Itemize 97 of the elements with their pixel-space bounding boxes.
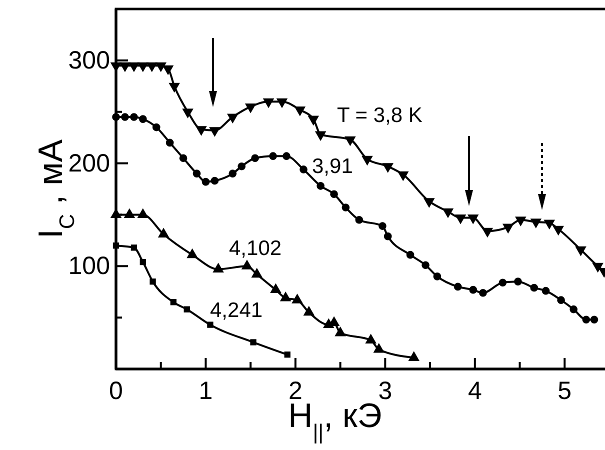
point [590,316,598,324]
x-tick-label: 0 [109,376,123,405]
point [227,114,238,124]
point [152,123,160,132]
point [192,170,201,178]
point [515,216,526,226]
x-tick-label: 3 [378,376,392,405]
point [467,214,479,224]
point [433,272,442,280]
point [179,154,188,162]
point [128,62,140,72]
point [294,106,306,116]
point [384,232,392,240]
point [530,284,538,292]
point [121,113,129,121]
point [184,306,190,312]
point [308,116,320,126]
point [251,154,259,162]
point [424,198,435,208]
point [262,98,274,108]
point [378,222,386,230]
point [373,342,385,353]
x-tick-label: 2 [288,376,302,405]
point [365,334,376,344]
point [146,62,158,72]
y-tick-label: 300 [68,46,110,74]
point [244,103,256,114]
point [209,127,220,137]
point [130,113,138,121]
point [482,228,494,238]
point [406,250,414,259]
point [207,322,214,328]
point [316,182,324,190]
point [170,299,177,306]
point [479,288,487,297]
series-label: 3,91 [312,155,353,178]
point [454,214,466,224]
point [544,220,556,230]
point [137,62,149,72]
point [139,115,147,123]
point [530,218,542,228]
point [334,326,346,336]
point [119,62,131,72]
point [422,261,430,270]
point [582,316,590,324]
point [342,204,350,212]
point [238,162,246,170]
y-tick-label: 100 [68,252,110,280]
point [362,156,373,166]
point [250,339,256,346]
x-tick-label: 4 [468,376,482,405]
point [292,294,303,304]
point [210,176,219,185]
point [140,258,146,266]
point [280,292,292,302]
point [166,138,174,147]
point [552,226,564,236]
point [382,163,394,173]
point [112,113,120,121]
point [228,170,237,178]
point [155,62,166,72]
point [284,352,290,358]
x-tick-label: 5 [558,376,572,405]
point [300,166,308,174]
point [314,131,326,141]
point [344,136,356,146]
point [502,224,514,234]
point [269,152,277,160]
point [454,282,462,291]
point [408,351,420,361]
point [303,306,315,316]
point [168,82,180,93]
point [469,286,478,294]
point [442,208,454,218]
series-label: T = 3,8 K [337,104,422,127]
point [514,278,522,286]
point [355,216,364,224]
point [330,190,338,198]
point [498,278,507,286]
point [282,152,290,160]
point [162,65,174,76]
series-label: 4,241 [210,299,263,322]
point [557,296,565,304]
point [182,108,194,118]
point [542,286,550,295]
point [397,171,409,182]
point [130,244,138,251]
series-label: 4,102 [229,237,282,260]
x-tick-label: 1 [198,376,213,405]
point [202,178,210,186]
point [112,242,120,249]
point [150,278,156,285]
point [196,126,207,136]
point [570,305,578,314]
point [251,268,263,278]
point [276,98,288,108]
point [270,283,282,294]
